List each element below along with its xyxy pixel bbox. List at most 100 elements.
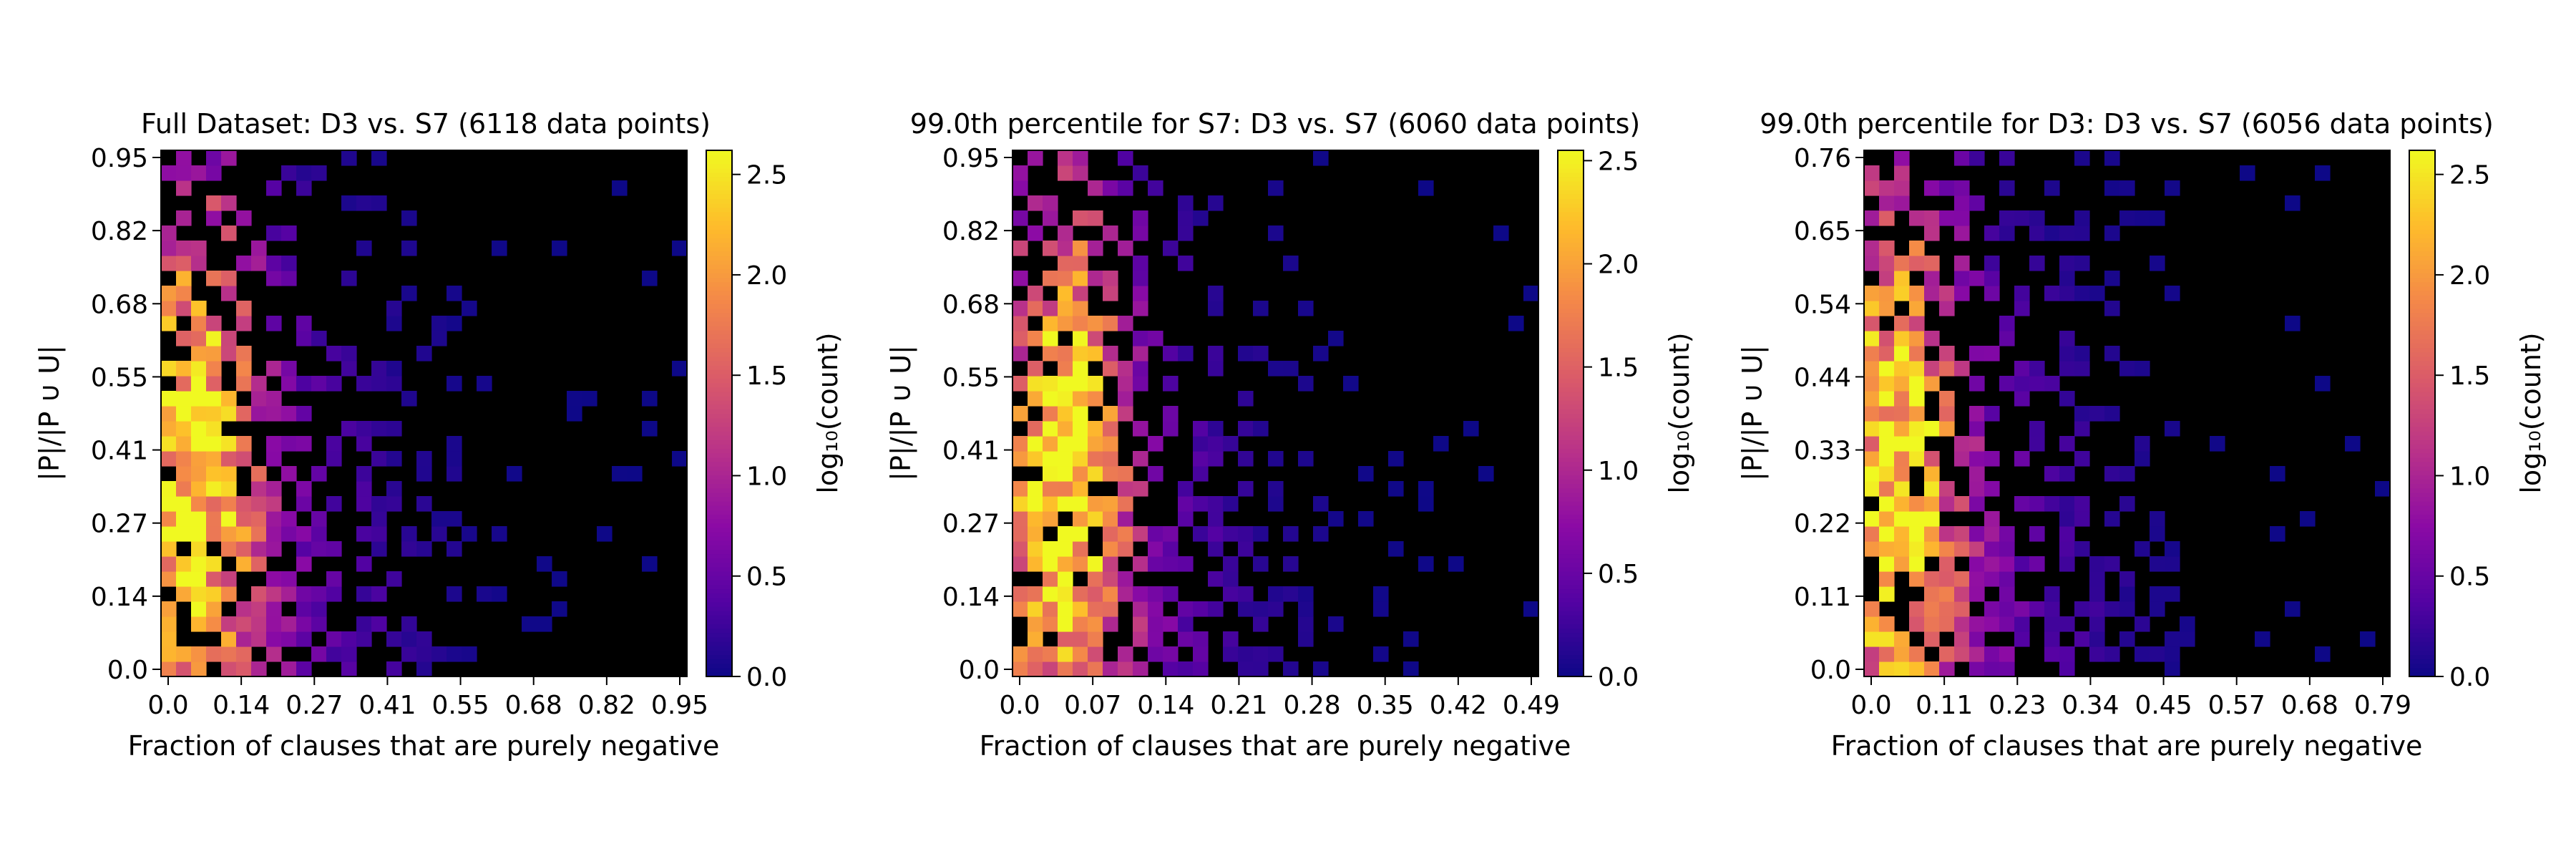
- colorbar-swatch: [1558, 487, 1584, 493]
- heatmap-cell: [2059, 346, 2075, 361]
- heatmap-cell: [1864, 180, 1880, 196]
- heatmap-cell: [296, 436, 312, 452]
- colorbar-frame: [706, 150, 733, 677]
- heatmap-cell: [1894, 286, 1910, 301]
- colorbar-swatch: [706, 606, 732, 611]
- colorbar-swatch: [1558, 198, 1584, 204]
- heatmap-cell: [2014, 631, 2030, 647]
- heatmap-cell: [2089, 571, 2105, 587]
- heatmap-cell: [1058, 616, 1073, 632]
- heatmap-cell: [1999, 376, 2015, 392]
- heatmap-cell: [2104, 406, 2120, 422]
- heatmap-cell: [161, 511, 177, 527]
- heatmap-cell: [221, 496, 237, 512]
- heatmap-cell: [1894, 556, 1910, 572]
- heatmap-cell: [1103, 361, 1118, 377]
- heatmap-cell: [1894, 391, 1910, 407]
- heatmap-cell: [1999, 571, 2015, 587]
- heatmap-cell: [191, 301, 207, 316]
- colorbar-swatch: [1558, 361, 1584, 366]
- heatmap-cell: [281, 586, 297, 602]
- heatmap-cell: [176, 241, 192, 256]
- heatmap-cell: [296, 481, 312, 497]
- colorbar-tick-label: 2.0: [746, 261, 787, 291]
- heatmap-cell: [176, 376, 192, 392]
- colorbar-swatch: [1558, 553, 1584, 559]
- colorbar-swatch: [2409, 382, 2435, 388]
- colorbar-swatch: [2409, 470, 2435, 475]
- colorbar-swatch: [1558, 531, 1584, 537]
- heatmap-cell: [1013, 316, 1028, 331]
- heatmap-cell: [176, 436, 192, 452]
- heatmap-cell: [311, 646, 327, 662]
- heatmap-cell: [1939, 586, 1955, 602]
- heatmap-cell: [1238, 661, 1254, 677]
- colorbar-swatch: [706, 593, 732, 598]
- heatmap-cell: [642, 556, 658, 572]
- heatmap-cell: [431, 511, 447, 527]
- heatmap-cell: [206, 556, 222, 572]
- heatmap-cell: [1238, 346, 1254, 361]
- heatmap-cell: [1088, 601, 1103, 617]
- colorbar-swatch: [706, 229, 732, 234]
- colorbar-swatch: [2409, 295, 2435, 300]
- heatmap-cell: [1939, 571, 1955, 587]
- heatmap-cell: [447, 541, 462, 557]
- heatmap-cell: [1118, 496, 1133, 512]
- colorbar-swatch: [706, 268, 732, 274]
- heatmap-cell: [236, 361, 252, 377]
- colorbar-swatch: [2409, 558, 2435, 563]
- colorbar-swatch: [706, 518, 732, 524]
- heatmap-cell: [1133, 451, 1148, 467]
- heatmap-cell: [221, 661, 237, 677]
- colorbar-swatch: [2409, 299, 2435, 304]
- heatmap-cell: [1088, 331, 1103, 346]
- colorbar-swatch: [1558, 295, 1584, 300]
- heatmap-cell: [2059, 496, 2075, 512]
- heatmap-cell: [2104, 346, 2120, 361]
- heatmap-cell: [206, 526, 222, 542]
- colorbar-swatch: [706, 597, 732, 603]
- heatmap-cell: [1103, 571, 1118, 587]
- heatmap-cell: [1984, 616, 2000, 632]
- heatmap-cell: [2014, 451, 2030, 467]
- colorbar-swatch: [2409, 479, 2435, 485]
- heatmap-cell: [1909, 661, 1925, 677]
- colorbar-swatch: [706, 365, 732, 370]
- heatmap-cell: [1013, 601, 1028, 617]
- heatmap-cell: [356, 436, 372, 452]
- heatmap-cell: [1864, 301, 1880, 316]
- colorbar-tick-label: 2.0: [2449, 261, 2490, 291]
- colorbar-swatch: [2409, 256, 2435, 261]
- heatmap-cell: [176, 331, 192, 346]
- colorbar-swatch: [1558, 431, 1584, 436]
- heatmap-cell: [1924, 225, 1940, 241]
- heatmap-cell: [1298, 376, 1314, 392]
- heatmap-cell: [2059, 271, 2075, 286]
- heatmap-cell: [1073, 556, 1088, 572]
- heatmap-cell: [191, 646, 207, 662]
- colorbar-swatch: [1558, 576, 1584, 581]
- heatmap-cell: [1088, 586, 1103, 602]
- heatmap-cell: [1073, 150, 1088, 166]
- heatmap-cell: [2104, 511, 2120, 527]
- heatmap-cell: [401, 631, 417, 647]
- heatmap-cell: [1864, 616, 1880, 632]
- colorbar-swatch: [2409, 527, 2435, 533]
- heatmap-cell: [1924, 481, 1940, 497]
- heatmap-cell: [1013, 346, 1028, 361]
- colorbar-swatch: [2409, 316, 2435, 322]
- heatmap-cell: [1238, 451, 1254, 467]
- heatmap-cell: [2150, 526, 2165, 542]
- heatmap-cell: [1879, 661, 1895, 677]
- colorbar-swatch: [2409, 628, 2435, 634]
- heatmap-cell: [356, 616, 372, 632]
- heatmap-cell: [176, 496, 192, 512]
- colorbar-swatch: [1558, 549, 1584, 555]
- heatmap-cell: [1058, 646, 1073, 662]
- heatmap-cell: [416, 661, 432, 677]
- colorbar-swatch: [1558, 220, 1584, 225]
- heatmap-cell: [2014, 556, 2030, 572]
- y-tick-label: 0.14: [91, 583, 148, 612]
- heatmap-cell: [1193, 601, 1209, 617]
